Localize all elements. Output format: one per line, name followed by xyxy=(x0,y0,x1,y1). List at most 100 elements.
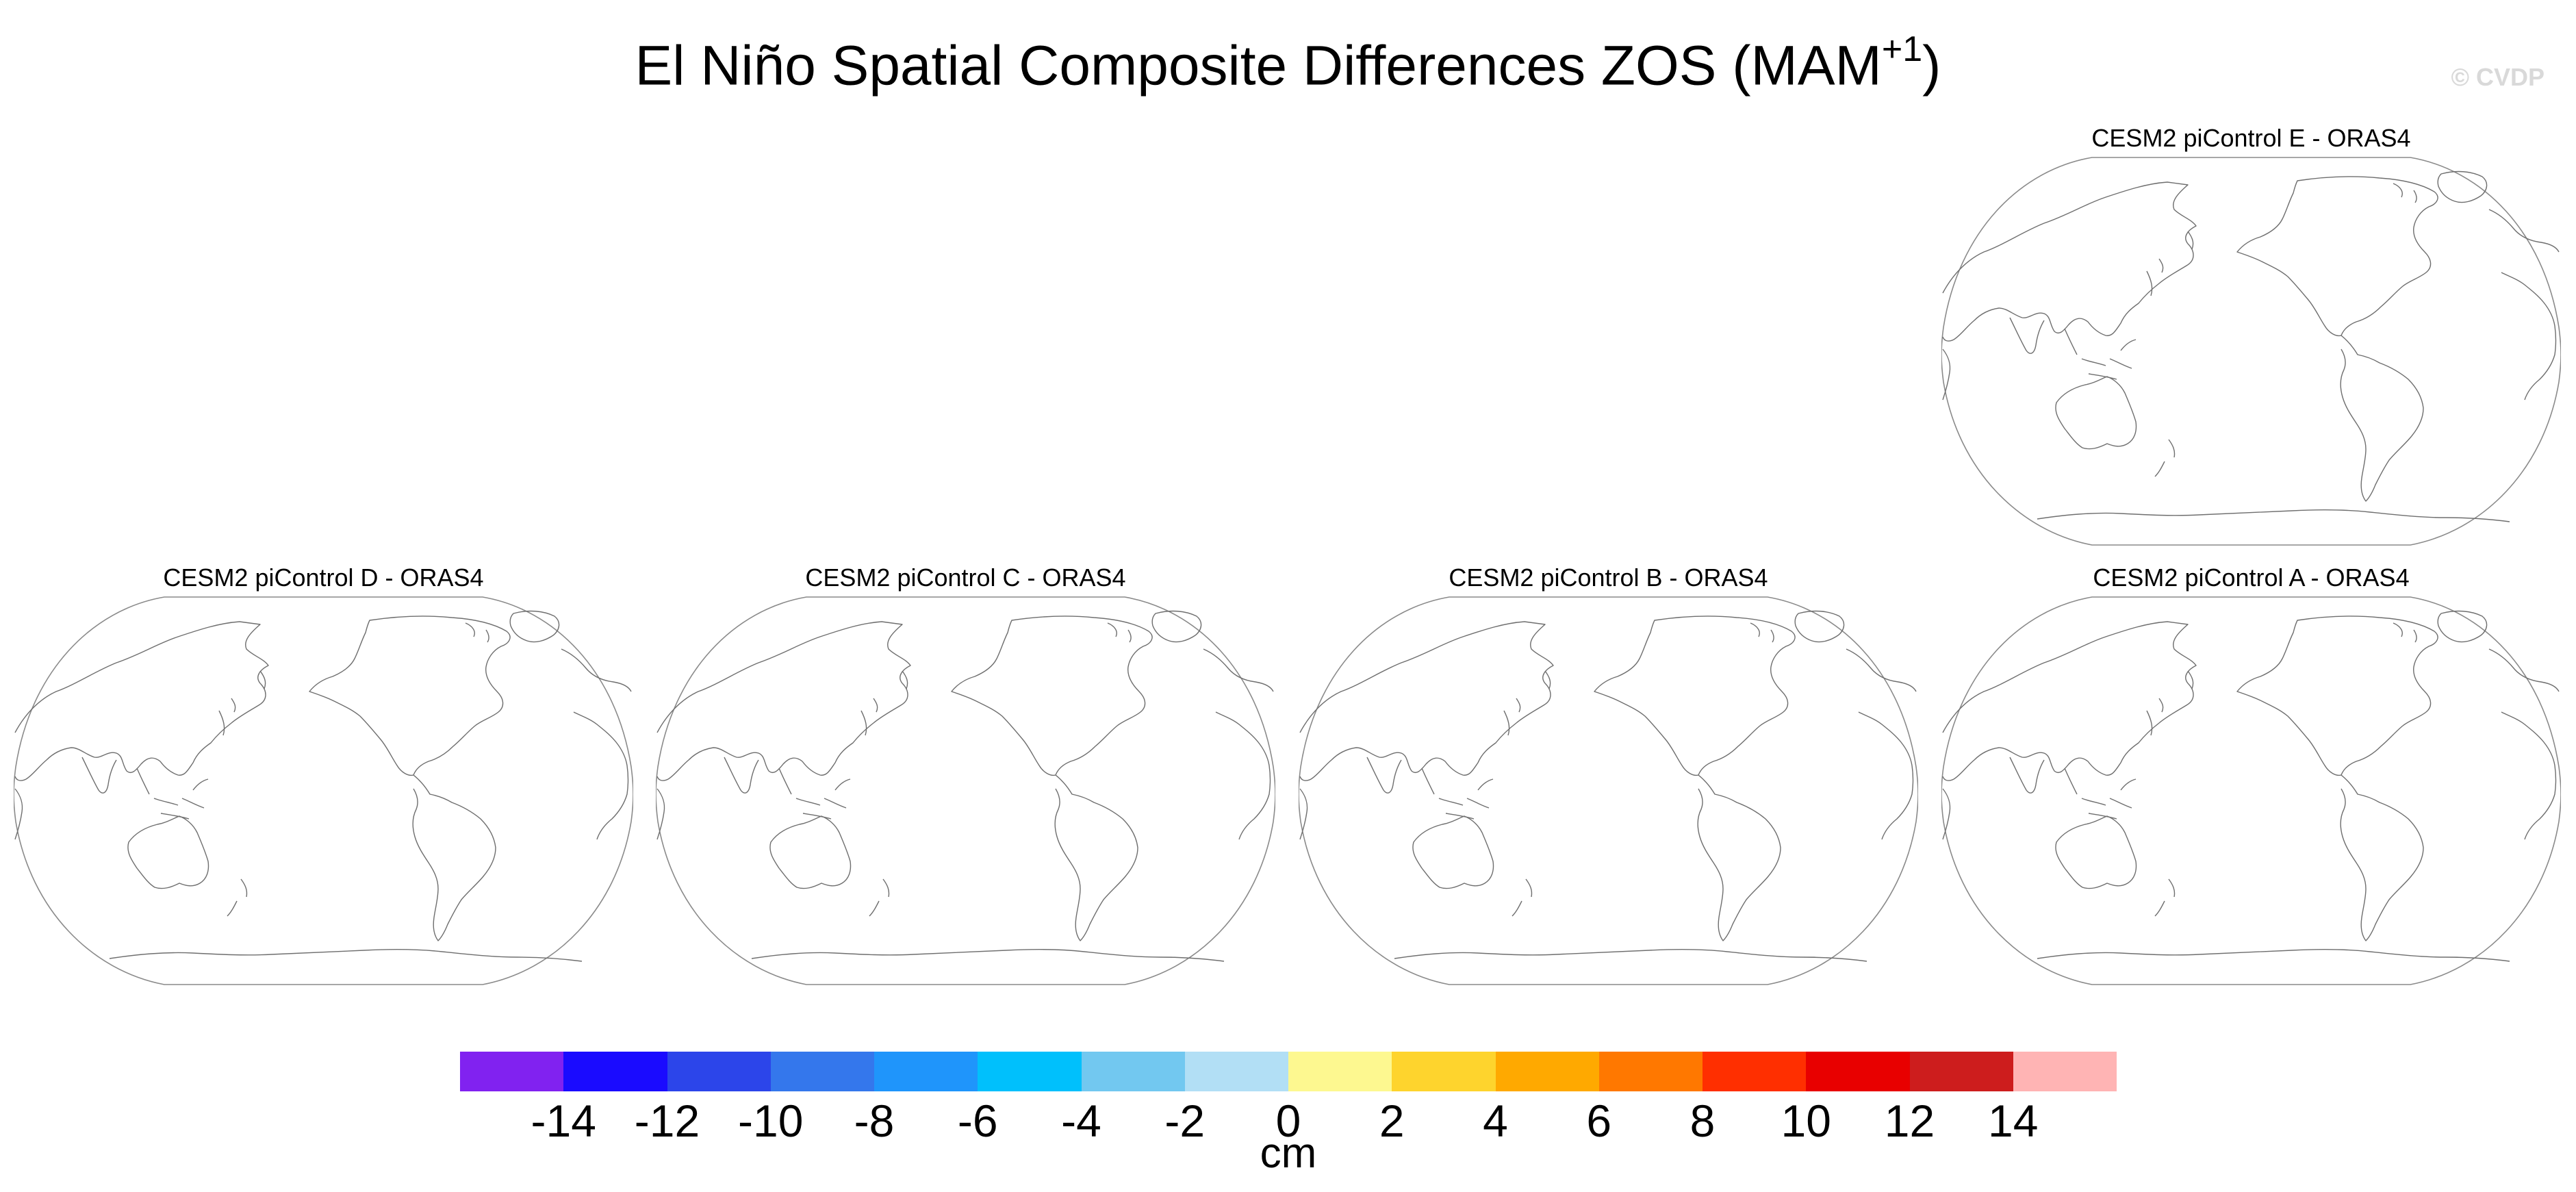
coastline-path xyxy=(1846,648,1917,840)
coastline-path xyxy=(951,616,1153,776)
coastline-path xyxy=(2064,328,2137,380)
coastline-path xyxy=(561,648,632,840)
coastline-path xyxy=(465,610,560,643)
panel-title: CESM2 piControl E - ORAS4 xyxy=(2091,124,2411,152)
colorbar-swatch xyxy=(874,1052,978,1091)
coastline-path xyxy=(1421,768,1494,820)
coastline-path xyxy=(1366,757,1402,794)
colorbar-tick-label: -2 xyxy=(1164,1095,1206,1146)
coastline-path xyxy=(1942,621,2197,781)
world-map xyxy=(656,596,1275,985)
coastline-path xyxy=(1394,949,1867,962)
colorbar-swatch xyxy=(1909,1052,2013,1091)
colorbar-swatch xyxy=(1703,1052,1807,1091)
world-map xyxy=(1941,596,2561,985)
colorbar-tick-label: 4 xyxy=(1483,1095,1508,1146)
coastline-path xyxy=(218,670,266,736)
coastline-path xyxy=(724,757,759,794)
map-panel-c: CESM2 piControl C - ORAS4 xyxy=(649,563,1282,1001)
world-map xyxy=(1941,157,2561,546)
coastline-path xyxy=(227,878,248,917)
coastline-path xyxy=(81,757,117,794)
world-map xyxy=(14,596,633,985)
coastline-path xyxy=(1942,348,1951,401)
coastline-path xyxy=(869,878,890,917)
colorbar-swatch xyxy=(460,1052,564,1091)
coastline-path xyxy=(2055,815,2137,889)
colorbar-swatch xyxy=(978,1052,1082,1091)
map-panel-b: CESM2 piControl B - ORAS4 xyxy=(1292,563,1925,1001)
coastline-path xyxy=(1299,788,1308,840)
map-panel-a: CESM2 piControl A - ORAS4 xyxy=(1935,563,2568,1001)
coastline-path xyxy=(1941,596,2561,985)
colorbar-tick-label: -6 xyxy=(957,1095,998,1146)
map-panel-e: CESM2 piControl E - ORAS4 xyxy=(1935,123,2568,561)
coastline-path xyxy=(109,949,583,962)
coastline-path xyxy=(751,949,1225,962)
coastline-path xyxy=(2037,509,2510,522)
coastline-path xyxy=(2393,170,2488,203)
coastline-path xyxy=(2236,176,2438,337)
coastline-path xyxy=(2236,616,2438,776)
colorbar-swatch xyxy=(770,1052,874,1091)
colorbar-tick-label: 8 xyxy=(1689,1095,1716,1146)
page-title: El Niño Spatial Composite Differences ZO… xyxy=(635,29,1941,97)
coastline-path xyxy=(2009,757,2045,794)
coastline-path xyxy=(656,788,665,840)
coastline-path xyxy=(2488,209,2560,401)
coastline-path xyxy=(1942,181,2197,342)
colorbar-swatch xyxy=(563,1052,667,1091)
coastline-path xyxy=(1941,157,2561,546)
coastline-path xyxy=(1412,815,1494,889)
colorbar-tick-label: 2 xyxy=(1379,1095,1405,1146)
colorbar-tick-label: -10 xyxy=(738,1095,804,1146)
colorbar-tick-label: 12 xyxy=(1884,1095,1935,1146)
colorbar-swatch xyxy=(2013,1052,2117,1091)
colorbar-swatch xyxy=(1184,1052,1288,1091)
coastline-path xyxy=(127,815,209,889)
coastline-path xyxy=(1750,610,1845,643)
colorbar-swatch xyxy=(1288,1052,1392,1091)
coastline-path xyxy=(1503,670,1551,736)
panel-title: CESM2 piControl A - ORAS4 xyxy=(2093,563,2410,592)
coastline-path xyxy=(2146,231,2194,296)
coastline-path xyxy=(2340,335,2424,502)
colorbar-tick-label: 0 xyxy=(1275,1095,1301,1146)
coastline-path xyxy=(1942,788,1951,840)
cvdp-watermark: © CVDP xyxy=(2451,63,2545,91)
coastline-path xyxy=(2393,610,2488,643)
coastline-path xyxy=(14,788,23,840)
coastline-path xyxy=(656,596,1275,985)
colorbar-tick-label: -12 xyxy=(634,1095,700,1146)
coastline-path xyxy=(2146,670,2194,736)
coastline-path xyxy=(2037,949,2510,962)
world-map xyxy=(1299,596,1918,985)
coastline-path xyxy=(2488,648,2560,840)
coastline-path xyxy=(1203,648,1274,840)
coastline-path xyxy=(2009,317,2045,354)
coastline-path xyxy=(656,621,911,781)
colorbar-swatch xyxy=(1392,1052,1496,1091)
coastline-path xyxy=(1512,878,1533,917)
coastline-path xyxy=(2340,774,2424,941)
colorbar-swatch xyxy=(1081,1052,1185,1091)
coastline-path xyxy=(1299,621,1554,781)
panel-title: CESM2 piControl D - ORAS4 xyxy=(163,563,484,592)
coastline-path xyxy=(2055,376,2137,450)
coastline-path xyxy=(1299,596,1918,985)
coastline-path xyxy=(769,815,852,889)
coastline-path xyxy=(2064,768,2137,820)
coastline-path xyxy=(136,768,209,820)
colorbar-tick-label: 6 xyxy=(1586,1095,1612,1146)
colorbar-unit-label: cm xyxy=(1260,1130,1317,1177)
coastline-path xyxy=(860,670,908,736)
panel-title: CESM2 piControl B - ORAS4 xyxy=(1449,563,1768,592)
colorbar-tick-label: 14 xyxy=(1988,1095,2039,1146)
colorbar xyxy=(460,1052,2117,1091)
colorbar-tick-label: -14 xyxy=(531,1095,596,1146)
coastline-path xyxy=(1107,610,1202,643)
colorbar-swatch xyxy=(667,1052,771,1091)
coastline-path xyxy=(14,596,633,985)
colorbar-swatch xyxy=(1495,1052,1599,1091)
colorbar-tick-label: -8 xyxy=(854,1095,895,1146)
